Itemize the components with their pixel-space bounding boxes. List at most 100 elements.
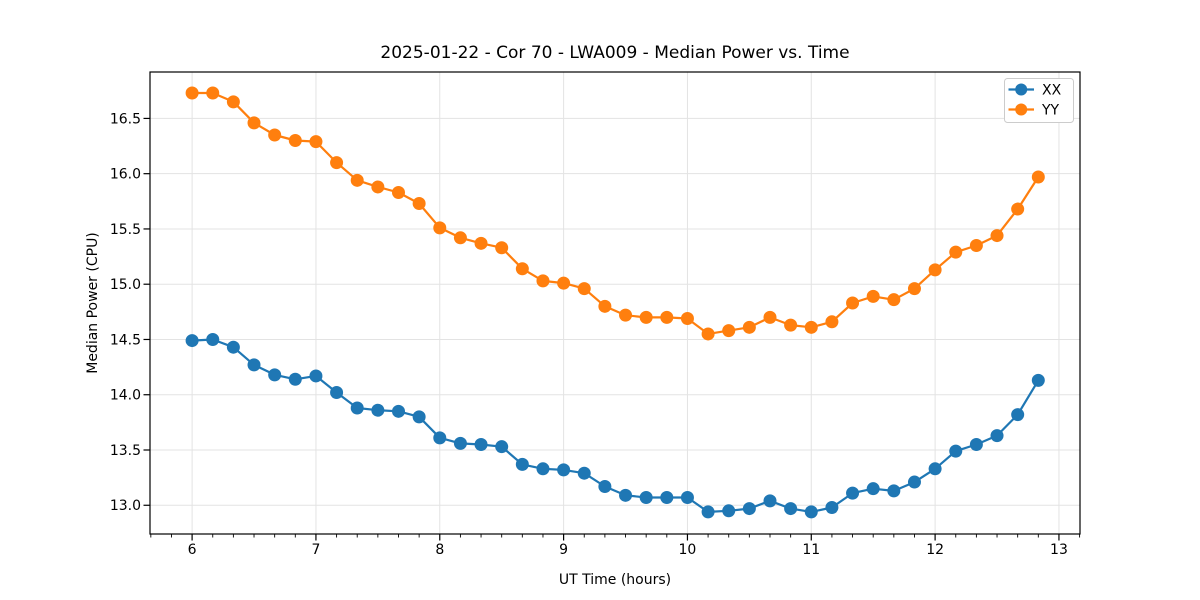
series-YY-marker: [742, 320, 756, 334]
series-YY-marker: [495, 241, 509, 255]
series-YY-marker: [907, 282, 921, 296]
series-XX-marker: [680, 491, 694, 505]
series-layer: [185, 86, 1045, 519]
grid-layer: [150, 72, 1080, 534]
series-YY-marker: [887, 293, 901, 307]
series-XX-marker: [206, 332, 220, 346]
series-XX-marker: [495, 440, 509, 454]
series-YY-marker: [474, 236, 488, 250]
series-XX-marker: [226, 340, 240, 354]
series-YY-marker: [784, 318, 798, 332]
series-YY-marker: [433, 221, 447, 235]
x-tick-label: 13: [1050, 542, 1068, 558]
series-XX-marker: [247, 358, 261, 372]
legend-sample-marker-YY: [1015, 103, 1028, 116]
plot-border: [149, 71, 1081, 535]
series-YY-marker: [846, 296, 860, 310]
series-YY-marker: [804, 320, 818, 334]
y-tick-label: 15.5: [110, 222, 141, 238]
series-XX-marker: [969, 437, 983, 451]
y-tick-label: 13.0: [110, 498, 141, 514]
series-YY-marker: [536, 274, 550, 288]
series-XX-marker: [371, 403, 385, 417]
series-XX-marker: [887, 484, 901, 498]
series-XX-marker: [309, 369, 323, 383]
series-YY-marker: [660, 310, 674, 324]
series-YY-marker: [330, 156, 344, 170]
series-XX-marker: [433, 431, 447, 445]
series-XX-marker: [598, 479, 612, 493]
series-XX-marker: [453, 436, 467, 450]
series-YY-marker: [226, 95, 240, 109]
y-axis-label: Median Power (CPU): [85, 232, 101, 374]
series-XX-marker: [557, 463, 571, 477]
series-XX-marker: [619, 488, 633, 502]
y-tick-label: 14.0: [110, 388, 141, 404]
x-tick-label: 8: [435, 542, 444, 558]
series-YY-marker: [680, 311, 694, 325]
series-YY-marker: [247, 116, 261, 130]
legend-item-XX: XX: [1008, 83, 1062, 99]
y-tick-label: 13.5: [110, 443, 141, 459]
series-YY-marker: [577, 282, 591, 296]
series-YY-marker: [639, 310, 653, 324]
x-tick-label: 6: [188, 542, 197, 558]
series-YY-marker: [371, 180, 385, 194]
series-XX-marker: [268, 368, 282, 382]
legend: XX YY: [1004, 78, 1074, 123]
series-XX-marker: [846, 486, 860, 500]
y-tick-label: 16.5: [110, 111, 141, 127]
series-YY-marker: [763, 310, 777, 324]
series-XX-marker: [536, 462, 550, 476]
series-XX-marker: [350, 401, 364, 415]
tick-layer: 6 7 8 9 10 11 12 13 13.0 13.5 14.0 14.5 15.0 15.5 16.0…: [110, 111, 1081, 558]
series-YY-marker: [557, 276, 571, 290]
series-YY-marker: [350, 173, 364, 187]
series-YY-marker: [453, 231, 467, 245]
legend-item-YY: YY: [1008, 103, 1060, 119]
x-axis-label: UT Time (hours): [559, 572, 671, 588]
series-XX-marker: [784, 502, 798, 516]
y-tick-label: 15.0: [110, 277, 141, 293]
series-XX-marker: [825, 500, 839, 514]
x-tick-label: 7: [311, 542, 320, 558]
series-YY-marker: [309, 135, 323, 149]
legend-sample-marker-XX: [1015, 83, 1028, 96]
series-XX-marker: [804, 505, 818, 519]
series-YY-marker: [391, 185, 405, 199]
x-tick-label: 10: [679, 542, 697, 558]
series-YY-marker: [412, 197, 426, 211]
series-YY-marker: [701, 327, 715, 341]
y-tick-label: 14.5: [110, 332, 141, 348]
legend-label-YY: YY: [1041, 103, 1060, 119]
series-YY-marker: [825, 315, 839, 329]
series-YY-marker: [949, 245, 963, 259]
series-XX-marker: [866, 482, 880, 496]
series-YY-marker: [288, 134, 302, 148]
series-XX-marker: [763, 494, 777, 508]
x-tick-label: 11: [802, 542, 820, 558]
series-YY-marker: [928, 263, 942, 277]
series-XX-marker: [185, 334, 199, 348]
series-XX-marker: [928, 462, 942, 476]
series-XX-marker: [701, 505, 715, 519]
y-tick-label: 16.0: [110, 167, 141, 183]
series-XX-marker: [412, 410, 426, 424]
series-XX-marker: [288, 372, 302, 386]
series-XX-marker: [1011, 408, 1025, 422]
series-YY-marker: [990, 229, 1004, 243]
series-YY-marker: [598, 299, 612, 313]
series-YY-marker: [206, 86, 220, 100]
series-YY-marker: [185, 86, 199, 100]
x-tick-label: 12: [926, 542, 944, 558]
series-YY-marker: [722, 324, 736, 338]
series-YY-marker: [268, 128, 282, 142]
series-XX-marker: [639, 491, 653, 505]
series-XX-marker: [990, 429, 1004, 443]
series-YY-line: [191, 91, 1040, 335]
series-YY-marker: [866, 289, 880, 303]
series-XX-marker: [577, 466, 591, 480]
x-tick-label: 9: [559, 542, 568, 558]
